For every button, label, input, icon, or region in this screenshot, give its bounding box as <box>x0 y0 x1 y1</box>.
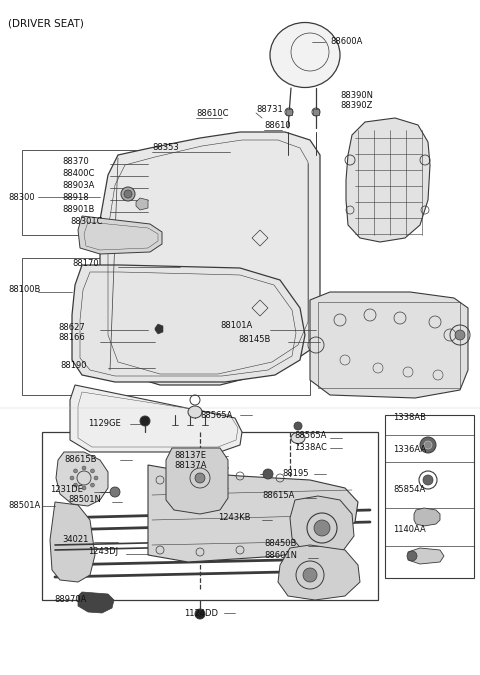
Circle shape <box>140 416 150 426</box>
Polygon shape <box>346 118 430 242</box>
Text: 1336AA: 1336AA <box>393 445 426 454</box>
Text: 88615B: 88615B <box>64 456 96 464</box>
Polygon shape <box>50 502 95 582</box>
Circle shape <box>124 190 132 198</box>
Text: 88137A: 88137A <box>174 462 206 470</box>
Polygon shape <box>70 385 242 452</box>
Circle shape <box>303 568 317 582</box>
Polygon shape <box>313 109 319 115</box>
Text: 1140AA: 1140AA <box>393 526 426 535</box>
Text: 88501N: 88501N <box>68 495 101 504</box>
Text: 1124DD: 1124DD <box>184 608 218 618</box>
Text: 88390Z: 88390Z <box>340 101 372 111</box>
Circle shape <box>314 520 330 536</box>
Text: 88166: 88166 <box>58 333 85 342</box>
Polygon shape <box>310 292 468 398</box>
Circle shape <box>294 422 302 430</box>
Polygon shape <box>414 508 440 526</box>
Circle shape <box>73 483 77 487</box>
Polygon shape <box>278 545 360 600</box>
Circle shape <box>70 476 74 480</box>
Text: 88370: 88370 <box>62 157 89 165</box>
Circle shape <box>423 475 433 485</box>
Text: 34021: 34021 <box>62 535 88 545</box>
Ellipse shape <box>291 433 305 443</box>
Circle shape <box>91 469 95 473</box>
Polygon shape <box>78 592 114 613</box>
Circle shape <box>195 473 205 483</box>
Circle shape <box>121 187 135 201</box>
Polygon shape <box>148 465 358 562</box>
Text: 88610C: 88610C <box>196 109 228 117</box>
Circle shape <box>455 330 465 340</box>
Text: 1129GE: 1129GE <box>88 418 121 427</box>
Text: 88450B: 88450B <box>264 539 296 549</box>
Polygon shape <box>56 452 108 506</box>
Text: 88300: 88300 <box>8 192 35 202</box>
Circle shape <box>420 437 436 453</box>
Text: 88600A: 88600A <box>330 38 362 47</box>
Text: 88601N: 88601N <box>264 551 297 560</box>
Circle shape <box>110 487 120 497</box>
Text: 88101A: 88101A <box>220 321 252 331</box>
Circle shape <box>195 609 205 619</box>
Circle shape <box>91 483 95 487</box>
Text: 88731: 88731 <box>256 105 283 115</box>
Polygon shape <box>286 109 292 115</box>
Ellipse shape <box>270 22 340 88</box>
Text: 88615A: 88615A <box>262 491 294 500</box>
Text: 88170: 88170 <box>72 259 98 267</box>
Polygon shape <box>408 548 444 564</box>
Text: 1338AC: 1338AC <box>294 443 327 452</box>
Polygon shape <box>166 448 228 514</box>
Circle shape <box>94 476 98 480</box>
Circle shape <box>407 551 417 561</box>
Text: 88400C: 88400C <box>62 169 95 178</box>
Text: 88918: 88918 <box>62 192 89 202</box>
Circle shape <box>263 469 273 479</box>
Circle shape <box>424 441 432 449</box>
Text: 88501A: 88501A <box>8 500 40 510</box>
Text: 88190: 88190 <box>60 360 86 369</box>
Ellipse shape <box>188 406 202 418</box>
Text: 88610: 88610 <box>264 122 290 130</box>
Circle shape <box>73 469 77 473</box>
Text: 1338AB: 1338AB <box>393 412 426 421</box>
Text: 88390N: 88390N <box>340 90 373 99</box>
Polygon shape <box>136 198 148 210</box>
Circle shape <box>82 486 86 490</box>
Polygon shape <box>72 265 305 382</box>
Polygon shape <box>100 132 320 385</box>
Text: 1231DE: 1231DE <box>50 485 83 495</box>
Text: 85854A: 85854A <box>393 485 425 495</box>
Text: (DRIVER SEAT): (DRIVER SEAT) <box>8 18 84 28</box>
Text: 88627: 88627 <box>58 323 85 331</box>
Text: 1243DJ: 1243DJ <box>88 547 118 556</box>
Polygon shape <box>155 324 163 334</box>
Text: 88145B: 88145B <box>238 335 270 344</box>
Text: 88901B: 88901B <box>62 205 95 215</box>
Text: 1243KB: 1243KB <box>218 514 251 522</box>
Text: 88903A: 88903A <box>62 180 95 190</box>
Text: 88195: 88195 <box>282 470 309 479</box>
Polygon shape <box>290 496 354 558</box>
Text: 88565A: 88565A <box>200 410 232 419</box>
Text: 88301C: 88301C <box>70 217 103 227</box>
Text: 88353: 88353 <box>152 144 179 153</box>
Text: 88565A: 88565A <box>294 431 326 441</box>
Text: 88137E: 88137E <box>174 450 206 460</box>
Text: 88970A: 88970A <box>54 595 86 605</box>
Circle shape <box>82 466 86 470</box>
Text: 88100B: 88100B <box>8 286 40 294</box>
Polygon shape <box>78 216 162 254</box>
